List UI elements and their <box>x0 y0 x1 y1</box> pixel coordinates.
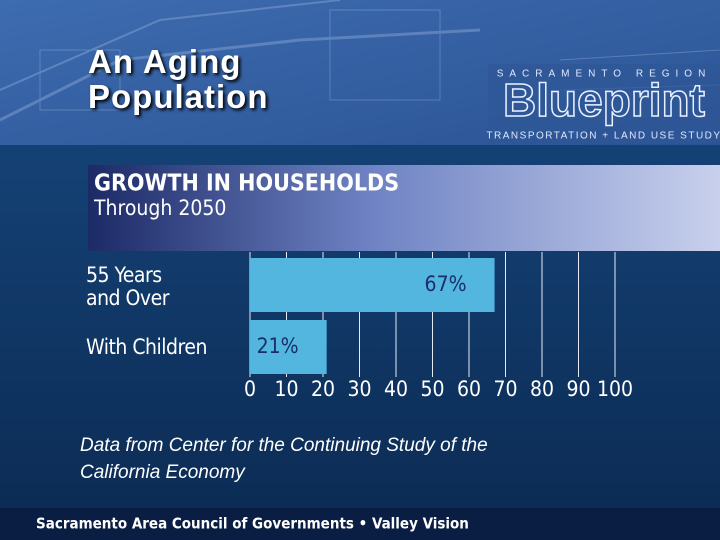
footer-text: Sacramento Area Council of Governments •… <box>36 515 469 533</box>
x-tick-label: 70 <box>493 377 517 401</box>
x-tick-label: 90 <box>566 377 590 401</box>
slide-title: An Aging Population <box>88 43 269 115</box>
logo-name: Blueprint <box>503 74 705 126</box>
logo-box <box>488 64 720 144</box>
value-label: 21% <box>257 334 299 358</box>
bar <box>250 320 327 374</box>
x-tick-label: 50 <box>420 377 444 401</box>
x-tick-label: 60 <box>457 377 481 401</box>
chart-subtitle: Through 2050 <box>93 196 226 220</box>
logo-bottom: TRANSPORTATION + LAND USE STUDY <box>486 131 720 142</box>
logo-top: SACRAMENTO REGION <box>497 69 712 80</box>
x-tick-label: 20 <box>311 377 335 401</box>
footer-bar <box>0 508 720 540</box>
source-note: Data from Center for the Continuing Stud… <box>80 435 488 483</box>
x-tick-label: 30 <box>347 377 371 401</box>
value-label: 67% <box>425 272 467 296</box>
category-label: 55 Years and Over <box>86 263 169 310</box>
chart-title: GROWTH IN HOUSEHOLDS <box>94 171 399 197</box>
chart-header <box>88 165 720 251</box>
x-tick-label: 10 <box>274 377 298 401</box>
x-tick-label: 40 <box>384 377 408 401</box>
category-label: With Children <box>86 335 207 359</box>
x-tick-label: 0 <box>244 377 256 401</box>
bar <box>250 258 495 312</box>
x-tick-label: 100 <box>597 377 633 401</box>
x-tick-label: 80 <box>530 377 554 401</box>
